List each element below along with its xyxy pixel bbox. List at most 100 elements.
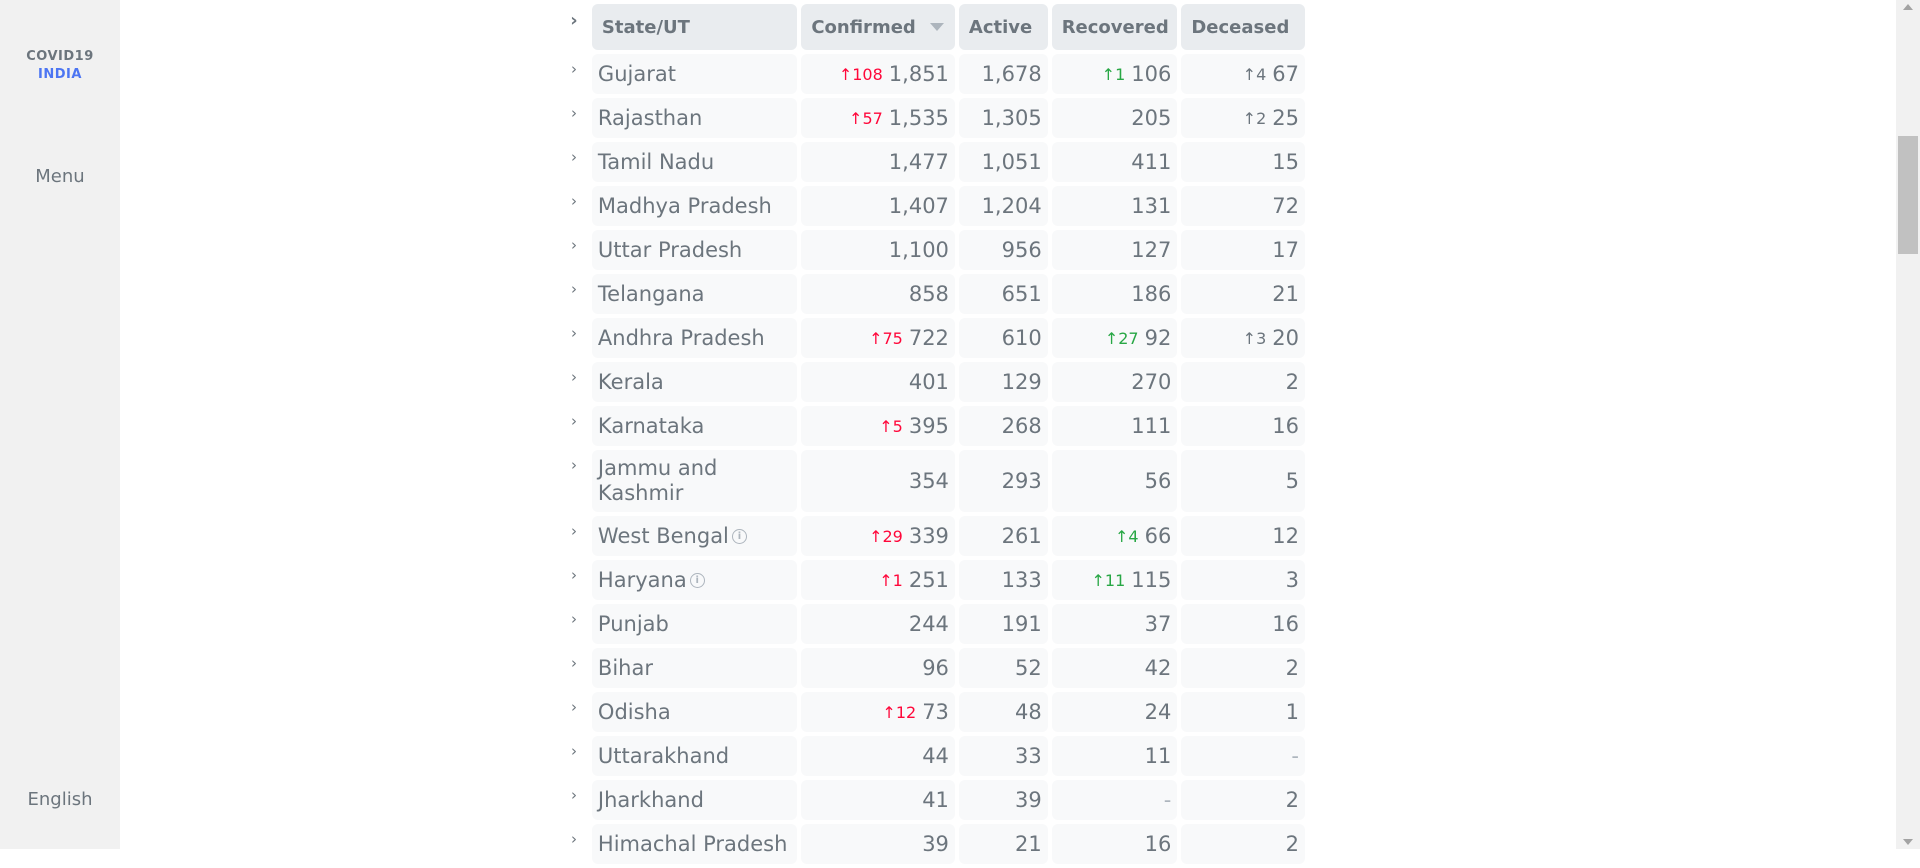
confirmed-value: 41 xyxy=(922,788,949,812)
state-name: Tamil Nadu xyxy=(597,149,715,174)
table-row[interactable]: › Rajasthan ↑57 1,535 1,305 205 ↑2 25 xyxy=(560,98,1305,138)
chevron-right-icon[interactable]: › xyxy=(570,10,578,31)
header-deceased[interactable]: Deceased xyxy=(1181,4,1306,50)
active-value: 33 xyxy=(1014,744,1042,768)
table-row[interactable]: › Bihar 96 52 42 2 xyxy=(560,648,1305,688)
state-name: Andhra Pradesh xyxy=(597,325,765,350)
chevron-right-icon[interactable]: › xyxy=(570,192,577,210)
state-name-cell: West Bengal i xyxy=(591,516,798,556)
confirmed-delta: ↑29 xyxy=(869,526,903,546)
recovered-value: 16 xyxy=(1144,832,1172,856)
recovered-cell: - xyxy=(1051,780,1178,820)
deceased-cell: 5 xyxy=(1181,450,1305,512)
header-confirmed[interactable]: Confirmed xyxy=(801,4,955,50)
active-value: 191 xyxy=(1001,612,1042,636)
chevron-right-icon[interactable]: › xyxy=(570,368,577,386)
chevron-right-icon[interactable]: › xyxy=(570,566,577,584)
recovered-value: 11 xyxy=(1144,744,1172,768)
active-value: 293 xyxy=(1001,469,1042,493)
recovered-cell: 127 xyxy=(1051,230,1178,270)
scrollbar-thumb[interactable] xyxy=(1898,136,1918,254)
chevron-right-icon[interactable]: › xyxy=(570,830,577,848)
table-row[interactable]: › Telangana 858 651 186 21 xyxy=(560,274,1305,314)
chevron-right-icon[interactable]: › xyxy=(570,786,577,804)
deceased-delta: ↑2 xyxy=(1242,108,1267,128)
table-row[interactable]: › Uttar Pradesh 1,100 956 127 17 xyxy=(560,230,1305,270)
table-row[interactable]: › Haryana i ↑1 251 133 ↑11 115 3 xyxy=(560,560,1305,600)
deceased-value: 21 xyxy=(1272,282,1299,306)
table-row[interactable]: › Jharkhand 41 39 - 2 xyxy=(560,780,1305,820)
table-row[interactable]: › Karnataka ↑5 395 268 111 16 xyxy=(560,406,1305,446)
recovered-cell: 411 xyxy=(1051,142,1178,182)
recovered-value: 42 xyxy=(1144,656,1172,680)
confirmed-cell: 354 xyxy=(801,450,955,512)
confirmed-value: 401 xyxy=(908,370,949,394)
active-value: 1,051 xyxy=(981,150,1042,174)
chevron-right-icon[interactable]: › xyxy=(570,104,577,122)
active-cell: 133 xyxy=(958,560,1048,600)
chevron-right-icon[interactable]: › xyxy=(570,236,577,254)
menu-button[interactable]: Menu xyxy=(35,166,85,187)
chevron-right-icon[interactable]: › xyxy=(570,654,577,672)
table-row[interactable]: › Madhya Pradesh 1,407 1,204 131 72 xyxy=(560,186,1305,226)
recovered-cell: 56 xyxy=(1051,450,1178,512)
chevron-right-icon[interactable]: › xyxy=(570,610,577,628)
header-recovered[interactable]: Recovered xyxy=(1051,4,1178,50)
info-icon[interactable]: i xyxy=(731,528,747,544)
table-row[interactable]: › Himachal Pradesh 39 21 16 2 xyxy=(560,824,1305,864)
confirmed-cell: 401 xyxy=(801,362,955,402)
table-row[interactable]: › Punjab 244 191 37 16 xyxy=(560,604,1305,644)
table-row[interactable]: › Jammu and Kashmir 354 293 56 5 xyxy=(560,450,1305,512)
deceased-value: 72 xyxy=(1272,194,1299,218)
recovered-delta: ↑1 xyxy=(1101,64,1126,84)
active-value: 610 xyxy=(1001,326,1042,350)
chevron-right-icon[interactable]: › xyxy=(570,698,577,716)
confirmed-delta: ↑1 xyxy=(879,570,903,590)
table-row[interactable]: › Andhra Pradesh ↑75 722 610 ↑27 92 ↑3 20 xyxy=(560,318,1305,358)
state-name: West Bengal xyxy=(597,523,729,548)
chevron-right-icon[interactable]: › xyxy=(570,742,577,760)
table-row[interactable]: › West Bengal i ↑29 339 261 ↑4 66 12 xyxy=(560,516,1305,556)
confirmed-value: 1,100 xyxy=(888,238,949,262)
confirmed-value: 73 xyxy=(922,700,949,724)
header-state[interactable]: State/UT xyxy=(591,4,798,50)
chevron-right-icon[interactable]: › xyxy=(570,522,577,540)
chevron-right-icon[interactable]: › xyxy=(570,324,577,342)
recovered-value: 131 xyxy=(1131,194,1172,218)
brand-logo[interactable]: COVID19 INDIA xyxy=(0,48,120,84)
chevron-right-icon[interactable]: › xyxy=(570,60,577,78)
language-switcher[interactable]: English xyxy=(27,789,93,810)
active-value: 956 xyxy=(1001,238,1042,262)
confirmed-value: 1,477 xyxy=(888,150,949,174)
table-row[interactable]: › Odisha ↑12 73 48 24 1 xyxy=(560,692,1305,732)
recovered-value: 106 xyxy=(1131,62,1172,86)
deceased-cell: 16 xyxy=(1181,604,1305,644)
state-name: Telangana xyxy=(597,281,705,306)
table-row[interactable]: › Tamil Nadu 1,477 1,051 411 15 xyxy=(560,142,1305,182)
header-active[interactable]: Active xyxy=(958,4,1048,50)
state-name-cell: Uttarakhand xyxy=(591,736,798,776)
scroll-up-icon[interactable] xyxy=(1903,4,1913,10)
scroll-down-icon[interactable] xyxy=(1903,839,1913,845)
state-name: Haryana xyxy=(597,567,687,592)
chevron-right-icon[interactable]: › xyxy=(570,148,577,166)
active-value: 1,678 xyxy=(981,62,1042,86)
scrollbar[interactable] xyxy=(1896,0,1920,849)
confirmed-value: 395 xyxy=(908,414,949,438)
table-row[interactable]: › Uttarakhand 44 33 11 - xyxy=(560,736,1305,776)
state-name: Odisha xyxy=(597,699,671,724)
recovered-value: - xyxy=(1163,788,1172,812)
recovered-delta: ↑11 xyxy=(1091,570,1126,590)
state-table: › State/UT Confirmed Active Recovered De… xyxy=(560,4,1306,868)
deceased-value: 5 xyxy=(1285,469,1299,493)
table-row[interactable]: › Kerala 401 129 270 2 xyxy=(560,362,1305,402)
chevron-right-icon[interactable]: › xyxy=(570,456,577,474)
state-name-cell: Jammu and Kashmir xyxy=(591,450,798,512)
chevron-right-icon[interactable]: › xyxy=(570,280,577,298)
chevron-right-icon[interactable]: › xyxy=(570,412,577,430)
info-icon[interactable]: i xyxy=(689,572,705,588)
recovered-cell: 11 xyxy=(1051,736,1178,776)
table-row[interactable]: › Gujarat ↑108 1,851 1,678 ↑1 106 ↑4 67 xyxy=(560,54,1305,94)
confirmed-cell: 1,100 xyxy=(801,230,955,270)
confirmed-value: 858 xyxy=(908,282,949,306)
